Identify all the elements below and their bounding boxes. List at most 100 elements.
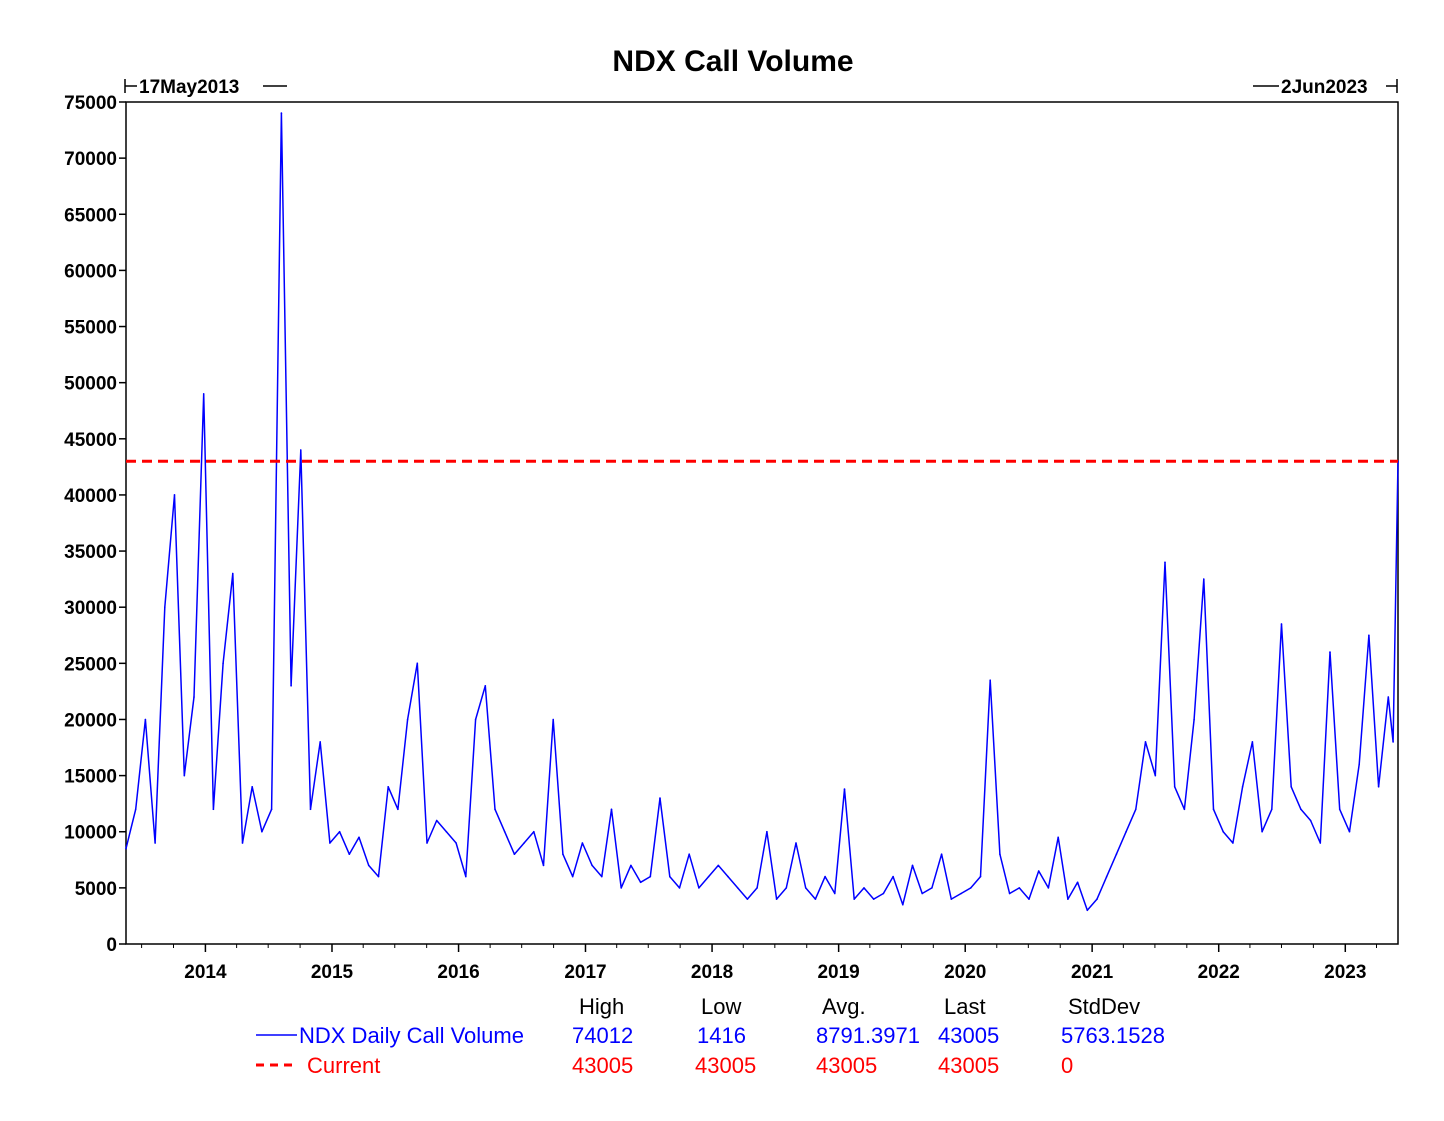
series-daily-point <box>154 842 156 844</box>
y-tick-label: 5000 <box>75 879 117 900</box>
series-daily-point <box>1076 881 1079 884</box>
series-daily-point <box>882 892 885 895</box>
series-daily-point <box>591 864 593 867</box>
legend-label-daily: NDX Daily Call Volume <box>299 1023 524 1048</box>
series-daily-point <box>193 696 195 698</box>
series-daily-point <box>397 808 399 811</box>
series-daily-point <box>202 393 205 395</box>
series-daily-point <box>358 836 360 839</box>
series-daily-point <box>387 786 390 788</box>
series-daily-point <box>1135 808 1137 811</box>
series-daily-point <box>775 898 778 900</box>
series-daily-point <box>232 572 234 575</box>
series-daily-point <box>1203 578 1205 580</box>
x-axis: 2014 2015 2016 2017 2018 2019 2020 2021 2022 2023 <box>141 944 1377 983</box>
y-tick-label: 40000 <box>64 486 117 507</box>
series-daily-point <box>290 685 292 687</box>
stat-daily-last: 43005 <box>938 1023 999 1048</box>
series-daily-point <box>465 875 467 878</box>
series-daily-point <box>367 864 370 867</box>
stat-daily-high: 74012 <box>572 1023 633 1048</box>
series-daily-point <box>688 853 690 855</box>
series-daily-point <box>435 819 438 822</box>
series-daily-point <box>1348 830 1351 833</box>
series-daily-point <box>212 808 215 811</box>
series-daily-point <box>300 449 302 451</box>
series-daily-point <box>1067 898 1069 900</box>
series-daily-point <box>134 808 137 811</box>
plot-frame <box>125 101 1399 945</box>
series-daily-point <box>513 853 516 855</box>
series-daily-point <box>785 887 788 889</box>
series-daily-point <box>445 830 448 833</box>
stat-header-high: High <box>579 994 624 1019</box>
series-daily-point <box>261 830 263 833</box>
series-daily-point <box>863 887 865 889</box>
series-daily-point <box>756 887 758 889</box>
series-daily-point <box>669 875 671 878</box>
series-daily-point <box>620 887 622 889</box>
y-tick-label: 55000 <box>64 318 117 339</box>
series-daily-point <box>707 875 710 878</box>
series-daily-point <box>222 662 224 665</box>
series-daily-point <box>338 830 341 833</box>
series-daily-point <box>970 887 972 889</box>
series-daily-point <box>164 606 166 608</box>
series-daily-point <box>1028 898 1030 900</box>
series-daily-point <box>251 786 253 788</box>
series-daily-point <box>698 887 700 889</box>
series-daily-point <box>1173 786 1176 788</box>
series-daily-point <box>960 892 962 895</box>
series-daily-point <box>1105 875 1108 878</box>
series-daily-point <box>940 853 943 855</box>
series-daily-point <box>125 847 127 850</box>
series-daily-point <box>1183 808 1186 811</box>
series-daily-line <box>125 112 1399 912</box>
series-daily-point <box>484 685 487 687</box>
series-daily-point <box>911 864 914 867</box>
series-daily-point <box>746 898 749 900</box>
x-tick-label: 2023 <box>1324 962 1366 983</box>
series-daily-point <box>1232 842 1234 844</box>
series-daily-point <box>1290 786 1292 788</box>
series-daily-point <box>348 853 351 855</box>
series-daily-point <box>474 718 477 721</box>
series-daily-point <box>853 898 855 900</box>
series-daily-point <box>1018 887 1021 889</box>
plot-area <box>125 112 1399 912</box>
series-daily-point <box>824 875 826 878</box>
series-daily-point <box>766 830 768 833</box>
series-daily-point <box>562 853 564 855</box>
series-daily-point <box>610 808 613 811</box>
y-tick-label: 10000 <box>64 823 117 844</box>
series-daily-point <box>649 875 652 878</box>
series-daily-point <box>921 892 923 895</box>
series-daily-point <box>552 718 554 721</box>
series-daily-point <box>280 112 283 114</box>
x-tick-label: 2016 <box>437 962 479 983</box>
y-tick-label: 70000 <box>64 149 117 170</box>
series-daily-point <box>533 830 535 833</box>
series-daily-point <box>678 887 681 889</box>
series-daily-point <box>601 875 603 878</box>
series-daily-point <box>1329 651 1331 653</box>
x-tick-label: 2020 <box>944 962 986 983</box>
series-daily-point <box>999 853 1001 855</box>
series-daily-point <box>1387 696 1390 698</box>
series-daily-point <box>1193 718 1195 721</box>
range-labels: 17May2013 2Jun2023 <box>124 77 1398 98</box>
series-daily-point <box>659 797 661 799</box>
series-daily-point <box>1377 786 1380 788</box>
series-daily-point <box>1154 774 1157 777</box>
stat-current-avg: 43005 <box>816 1053 877 1078</box>
series-daily-point <box>416 662 419 665</box>
series-daily-point <box>1057 836 1059 839</box>
series-daily-point <box>727 875 729 878</box>
series-daily-point <box>173 494 176 496</box>
stat-header-stddev: StdDev <box>1068 994 1140 1019</box>
series-daily-point <box>241 842 244 844</box>
series-daily-point <box>455 842 457 844</box>
series-daily-point <box>1251 741 1254 743</box>
series-daily-point <box>1300 808 1302 811</box>
x-tick-label: 2015 <box>311 962 354 983</box>
